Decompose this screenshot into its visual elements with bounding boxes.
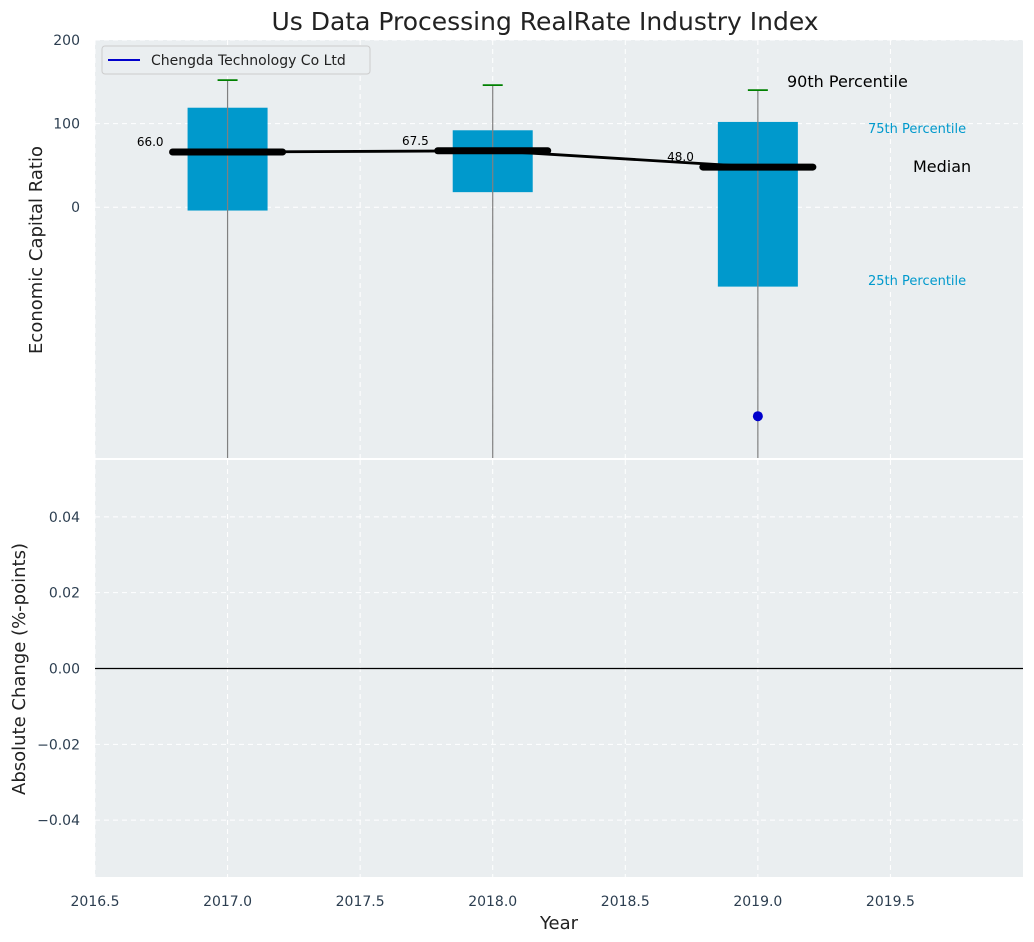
legend-frame: [101, 45, 371, 75]
bottom-y-axis-label: Absolute Change (%-points): [9, 543, 30, 795]
company-point: [752, 411, 763, 422]
x-tick-label: 2017.5: [336, 894, 385, 910]
chart-title: Us Data Processing RealRate Industry Ind…: [271, 7, 818, 36]
median-value-label: 66.0: [137, 135, 164, 149]
annotation-90th-percentile: 90th Percentile: [787, 72, 908, 91]
median-value-label: 67.5: [402, 134, 429, 148]
x-tick-label: 2016.5: [71, 894, 120, 910]
median-value-label: 48.0: [667, 150, 694, 164]
x-tick-label: 2019.0: [733, 894, 782, 910]
bottom-y-tick-label: −0.04: [37, 813, 80, 829]
bottom-y-tick-label: 0.02: [49, 586, 80, 602]
bottom-y-tick-label: −0.02: [37, 737, 80, 753]
x-tick-label: 2018.5: [601, 894, 650, 910]
x-axis-ticks: 2016.5 2017.0 2017.5 2018.0 2018.5 2019.0 2019…: [71, 894, 915, 910]
bottom-panel-y-ticks: −0.04 −0.02 0.00 0.02 0.04: [37, 510, 80, 829]
x-tick-label: 2017.0: [203, 894, 252, 910]
annotation-median: Median: [913, 157, 971, 176]
annotation-75th-percentile: 75th Percentile: [868, 122, 966, 137]
top-y-axis-label: Economic Capital Ratio: [26, 146, 47, 354]
top-y-tick-label: 100: [53, 117, 80, 133]
annotation-25th-percentile: 25th Percentile: [868, 274, 966, 289]
bottom-y-tick-label: 0.00: [49, 662, 80, 678]
x-tick-label: 2019.5: [866, 894, 915, 910]
top-y-tick-label: 200: [53, 33, 80, 49]
bottom-y-tick-label: 0.04: [49, 510, 80, 526]
top-panel-y-ticks: 0 100 200: [53, 33, 80, 216]
top-panel-marks: 66.0 67.5 48.0: [95, 79, 1023, 460]
top-y-tick-label: 0: [71, 200, 80, 216]
top-panel-background: [95, 40, 1023, 458]
x-tick-label: 2018.0: [468, 894, 517, 910]
x-axis-label: Year: [539, 913, 579, 934]
legend-label-company: Chengda Technology Co Ltd: [151, 53, 346, 69]
legend: Chengda Technology Co Ltd: [101, 45, 371, 75]
